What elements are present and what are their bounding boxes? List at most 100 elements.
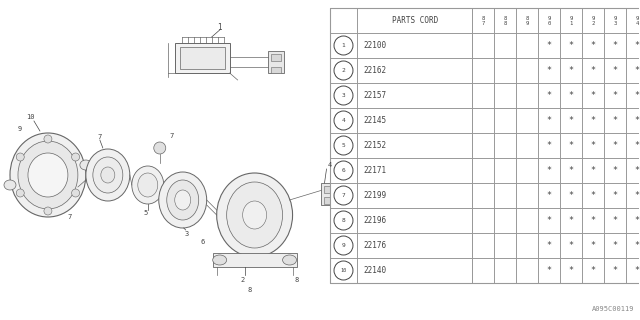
- Text: 10: 10: [340, 268, 347, 273]
- Text: *: *: [547, 66, 552, 75]
- Text: *: *: [591, 66, 596, 75]
- Text: 4: 4: [342, 118, 346, 123]
- Text: 8: 8: [294, 277, 299, 283]
- Text: 22162: 22162: [364, 66, 387, 75]
- Text: *: *: [634, 166, 639, 175]
- Text: 22199: 22199: [364, 191, 387, 200]
- Text: *: *: [569, 191, 573, 200]
- Circle shape: [334, 136, 353, 155]
- Bar: [212, 253, 296, 267]
- Bar: [323, 197, 333, 204]
- Text: 7: 7: [170, 133, 174, 139]
- Bar: [271, 67, 280, 73]
- Circle shape: [334, 211, 353, 230]
- Text: *: *: [569, 141, 573, 150]
- Text: *: *: [591, 166, 596, 175]
- Text: *: *: [634, 266, 639, 275]
- Ellipse shape: [80, 160, 92, 170]
- Circle shape: [334, 261, 353, 280]
- Bar: [321, 183, 339, 205]
- Ellipse shape: [72, 189, 79, 197]
- Text: 8: 8: [248, 287, 252, 293]
- Text: *: *: [591, 266, 596, 275]
- Text: *: *: [591, 116, 596, 125]
- Text: 9
3: 9 3: [614, 15, 617, 26]
- Text: *: *: [634, 216, 639, 225]
- Ellipse shape: [16, 153, 24, 161]
- Bar: [271, 54, 280, 61]
- Text: *: *: [569, 241, 573, 250]
- Text: *: *: [612, 66, 618, 75]
- Text: *: *: [591, 241, 596, 250]
- Text: *: *: [634, 116, 639, 125]
- Text: *: *: [569, 266, 573, 275]
- Ellipse shape: [4, 180, 16, 190]
- Text: 22140: 22140: [364, 266, 387, 275]
- Bar: [175, 43, 230, 73]
- Text: *: *: [634, 41, 639, 50]
- Text: *: *: [547, 91, 552, 100]
- Ellipse shape: [243, 201, 267, 229]
- Text: PARTS CORD: PARTS CORD: [392, 16, 438, 25]
- Ellipse shape: [18, 141, 78, 209]
- Text: 22171: 22171: [364, 166, 387, 175]
- Text: *: *: [591, 191, 596, 200]
- Text: 9
4: 9 4: [636, 15, 639, 26]
- Text: *: *: [569, 166, 573, 175]
- Ellipse shape: [28, 153, 68, 197]
- Text: 22157: 22157: [364, 91, 387, 100]
- Text: *: *: [612, 166, 618, 175]
- Text: 9
2: 9 2: [591, 15, 595, 26]
- Text: 9
1: 9 1: [570, 15, 573, 26]
- Text: *: *: [569, 41, 573, 50]
- Text: *: *: [591, 91, 596, 100]
- Text: *: *: [547, 266, 552, 275]
- Text: *: *: [612, 41, 618, 50]
- Text: 22196: 22196: [364, 216, 387, 225]
- Text: 22100: 22100: [364, 41, 387, 50]
- Ellipse shape: [175, 190, 191, 210]
- Ellipse shape: [283, 255, 296, 265]
- Text: *: *: [634, 66, 639, 75]
- Text: *: *: [634, 91, 639, 100]
- Text: 8
7: 8 7: [482, 15, 485, 26]
- Text: *: *: [591, 41, 596, 50]
- Text: *: *: [547, 41, 552, 50]
- Text: 5: 5: [143, 210, 148, 216]
- Text: *: *: [547, 216, 552, 225]
- Text: *: *: [591, 216, 596, 225]
- Circle shape: [334, 186, 353, 205]
- Text: 3: 3: [184, 231, 189, 237]
- Text: 1: 1: [218, 22, 222, 31]
- Ellipse shape: [138, 173, 158, 197]
- Text: *: *: [612, 91, 618, 100]
- Circle shape: [334, 111, 353, 130]
- Text: 6: 6: [342, 168, 346, 173]
- Text: *: *: [547, 166, 552, 175]
- Text: 22176: 22176: [364, 241, 387, 250]
- Text: 22152: 22152: [364, 141, 387, 150]
- Text: 10: 10: [26, 114, 34, 120]
- Text: 9: 9: [18, 126, 22, 132]
- Ellipse shape: [217, 173, 292, 257]
- Text: *: *: [634, 141, 639, 150]
- Text: *: *: [547, 116, 552, 125]
- Text: *: *: [634, 241, 639, 250]
- Text: *: *: [634, 191, 639, 200]
- Text: 7: 7: [98, 134, 102, 140]
- Bar: [330, 8, 640, 283]
- Ellipse shape: [212, 255, 227, 265]
- Ellipse shape: [93, 157, 123, 193]
- Text: *: *: [569, 116, 573, 125]
- Text: 1: 1: [342, 43, 346, 48]
- Text: *: *: [547, 141, 552, 150]
- Text: 22145: 22145: [364, 116, 387, 125]
- Text: *: *: [612, 191, 618, 200]
- Bar: [268, 51, 284, 73]
- Text: *: *: [547, 191, 552, 200]
- Text: *: *: [591, 141, 596, 150]
- Ellipse shape: [72, 153, 79, 161]
- Ellipse shape: [227, 182, 283, 248]
- Text: *: *: [569, 216, 573, 225]
- Ellipse shape: [16, 189, 24, 197]
